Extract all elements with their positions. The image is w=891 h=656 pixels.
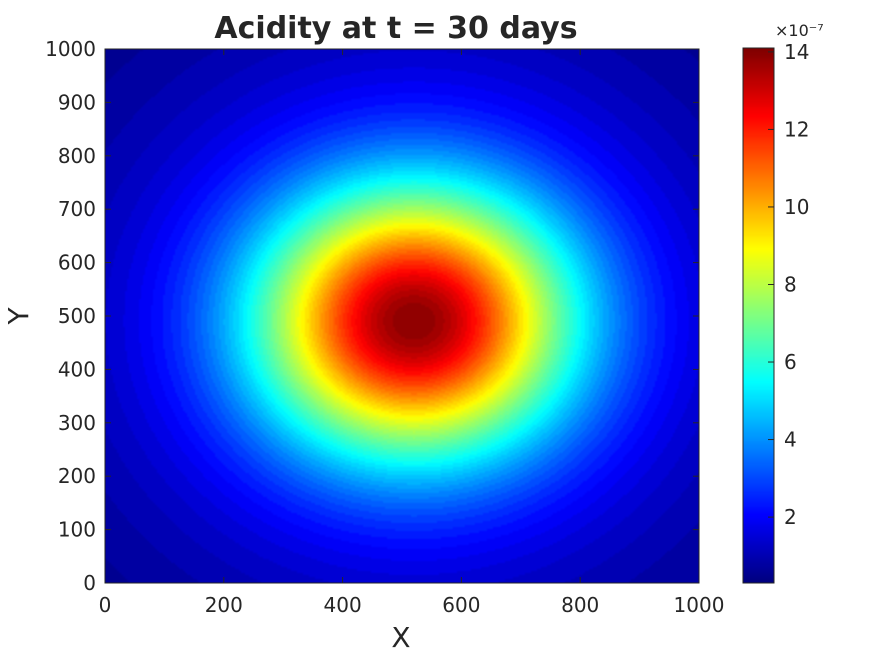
y-tick-label: 100 bbox=[58, 518, 96, 542]
x-tick-label: 800 bbox=[561, 593, 599, 617]
colorbar-frame bbox=[742, 47, 775, 584]
y-tick-label: 0 bbox=[83, 571, 96, 595]
colorbar-tick-label: 8 bbox=[784, 272, 797, 296]
x-tick-label: 400 bbox=[324, 593, 362, 617]
chart-title: Acidity at t = 30 days bbox=[214, 11, 577, 46]
y-tick-label: 800 bbox=[58, 144, 96, 168]
y-tick-label: 1000 bbox=[45, 37, 96, 61]
heatmap-area bbox=[105, 49, 699, 583]
colorbar-tick-label: 2 bbox=[784, 505, 797, 529]
y-tick-label: 200 bbox=[58, 464, 96, 488]
colorbar-tick-label: 6 bbox=[784, 350, 797, 374]
colorbar-tick-label: 12 bbox=[784, 117, 809, 141]
colorbar-tick-label: 10 bbox=[784, 195, 809, 219]
colorbar-gradient bbox=[743, 48, 774, 583]
y-tick-label: 500 bbox=[58, 304, 96, 328]
y-tick-label: 600 bbox=[58, 251, 96, 275]
y-tick-label: 400 bbox=[58, 357, 96, 381]
colorbar-tick-label: 14 bbox=[784, 40, 809, 64]
x-axis-label: X bbox=[391, 621, 410, 654]
y-axis-ticks: 0 100 200 300 400 500 600 700 800 900 1000 bbox=[45, 37, 699, 595]
x-tick-label: 0 bbox=[99, 593, 112, 617]
colorbar: 2 4 6 8 10 12 14 ×10⁻⁷ bbox=[742, 21, 824, 584]
y-tick-label: 900 bbox=[58, 90, 96, 114]
x-tick-label: 600 bbox=[442, 593, 480, 617]
y-axis-label: Y bbox=[2, 307, 35, 326]
x-tick-label: 1000 bbox=[674, 593, 725, 617]
colorbar-tick-label: 4 bbox=[784, 428, 797, 452]
colorbar-ticks: 2 4 6 8 10 12 14 bbox=[768, 40, 809, 529]
heatmap-image bbox=[105, 49, 699, 583]
x-tick-label: 200 bbox=[205, 593, 243, 617]
colorbar-multiplier: ×10⁻⁷ bbox=[775, 21, 824, 40]
y-tick-label: 300 bbox=[58, 411, 96, 435]
x-axis-ticks: 0 200 400 600 800 1000 bbox=[99, 49, 725, 617]
y-tick-label: 700 bbox=[58, 197, 96, 221]
